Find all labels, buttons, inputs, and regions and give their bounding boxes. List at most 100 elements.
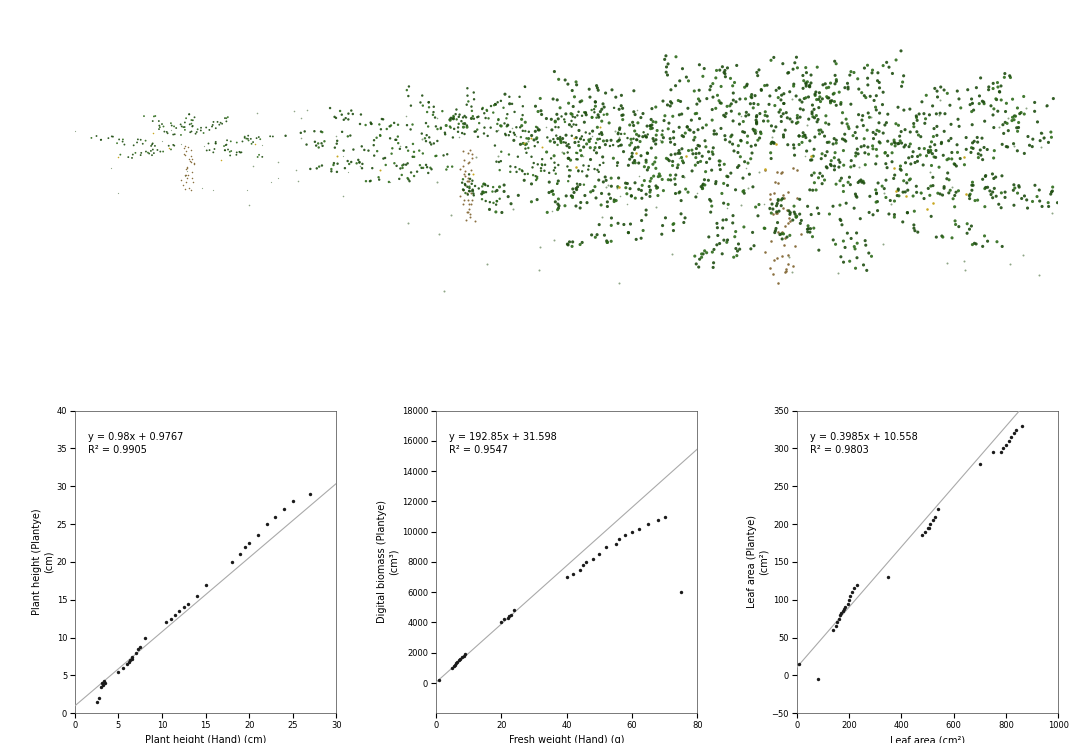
Point bbox=[814, 178, 831, 189]
Point bbox=[469, 131, 486, 143]
Point bbox=[598, 181, 615, 192]
Point bbox=[476, 107, 493, 119]
Point bbox=[653, 173, 670, 185]
Point bbox=[789, 192, 806, 204]
Point bbox=[179, 162, 196, 174]
Point bbox=[513, 120, 530, 132]
Point bbox=[156, 126, 173, 137]
Point bbox=[175, 121, 192, 133]
Point bbox=[928, 129, 945, 141]
Point bbox=[558, 190, 575, 202]
Point bbox=[748, 110, 765, 122]
Point bbox=[952, 102, 970, 114]
Point bbox=[493, 207, 510, 218]
Point bbox=[633, 150, 650, 162]
Point bbox=[1026, 97, 1043, 108]
Point bbox=[526, 134, 543, 146]
Point bbox=[460, 195, 477, 207]
Point bbox=[642, 114, 660, 126]
Point bbox=[182, 155, 199, 167]
Point bbox=[387, 134, 404, 146]
Point bbox=[1024, 140, 1041, 152]
Point bbox=[697, 166, 714, 178]
Point bbox=[974, 241, 991, 253]
Point bbox=[712, 97, 729, 108]
Point bbox=[925, 180, 942, 192]
Point bbox=[861, 111, 878, 123]
Point bbox=[398, 141, 415, 153]
Point bbox=[630, 523, 647, 535]
Point bbox=[184, 120, 201, 132]
Point bbox=[982, 189, 1000, 201]
Point bbox=[331, 105, 348, 117]
Point bbox=[779, 186, 796, 198]
Point bbox=[804, 106, 821, 118]
Point bbox=[1036, 132, 1053, 144]
Point bbox=[458, 214, 475, 226]
Point bbox=[404, 138, 421, 150]
Point bbox=[533, 108, 551, 120]
Point bbox=[241, 134, 258, 146]
Point bbox=[591, 159, 608, 171]
Point bbox=[863, 111, 880, 123]
Point bbox=[871, 82, 888, 94]
Point bbox=[801, 80, 818, 92]
Point bbox=[837, 241, 854, 253]
Point bbox=[961, 192, 978, 204]
Point bbox=[834, 606, 851, 617]
Point bbox=[925, 197, 942, 209]
Point bbox=[803, 154, 820, 166]
Point bbox=[615, 114, 632, 126]
Point bbox=[841, 179, 858, 191]
Point bbox=[625, 120, 642, 132]
Point bbox=[501, 160, 518, 172]
Point bbox=[673, 152, 691, 163]
Point bbox=[443, 122, 460, 134]
Point bbox=[770, 195, 787, 207]
Point bbox=[902, 173, 919, 185]
Point bbox=[780, 67, 797, 79]
Point bbox=[743, 91, 760, 103]
Point bbox=[183, 114, 200, 126]
Point bbox=[464, 152, 481, 164]
Point bbox=[691, 147, 708, 159]
Point bbox=[769, 198, 786, 210]
Point bbox=[465, 113, 482, 125]
Point bbox=[910, 226, 927, 238]
Point bbox=[994, 138, 1011, 150]
Point bbox=[485, 100, 502, 111]
Point bbox=[879, 135, 896, 147]
Point bbox=[129, 134, 146, 146]
Point bbox=[921, 146, 939, 158]
Point bbox=[621, 153, 638, 165]
Point bbox=[340, 114, 357, 126]
Point bbox=[463, 164, 480, 176]
Point bbox=[740, 182, 757, 194]
Point bbox=[570, 140, 587, 152]
Point bbox=[386, 158, 403, 169]
Point bbox=[463, 198, 480, 210]
Point bbox=[543, 152, 560, 164]
Point bbox=[821, 136, 838, 148]
Point bbox=[656, 510, 673, 522]
Point bbox=[879, 162, 896, 174]
Point bbox=[327, 129, 344, 141]
Point bbox=[121, 656, 138, 668]
Point bbox=[619, 132, 636, 144]
Point bbox=[725, 210, 742, 221]
Point bbox=[869, 204, 886, 216]
Point bbox=[737, 81, 754, 93]
Point bbox=[824, 234, 841, 246]
Point bbox=[896, 104, 913, 116]
Point bbox=[693, 251, 710, 263]
Point bbox=[511, 163, 528, 175]
Point bbox=[400, 145, 417, 157]
Point bbox=[915, 192, 932, 204]
Point bbox=[810, 94, 827, 106]
Point bbox=[474, 103, 491, 115]
Point bbox=[168, 122, 185, 134]
Point bbox=[557, 200, 574, 212]
Point bbox=[441, 114, 459, 126]
Point bbox=[625, 133, 642, 145]
Point bbox=[797, 80, 815, 92]
